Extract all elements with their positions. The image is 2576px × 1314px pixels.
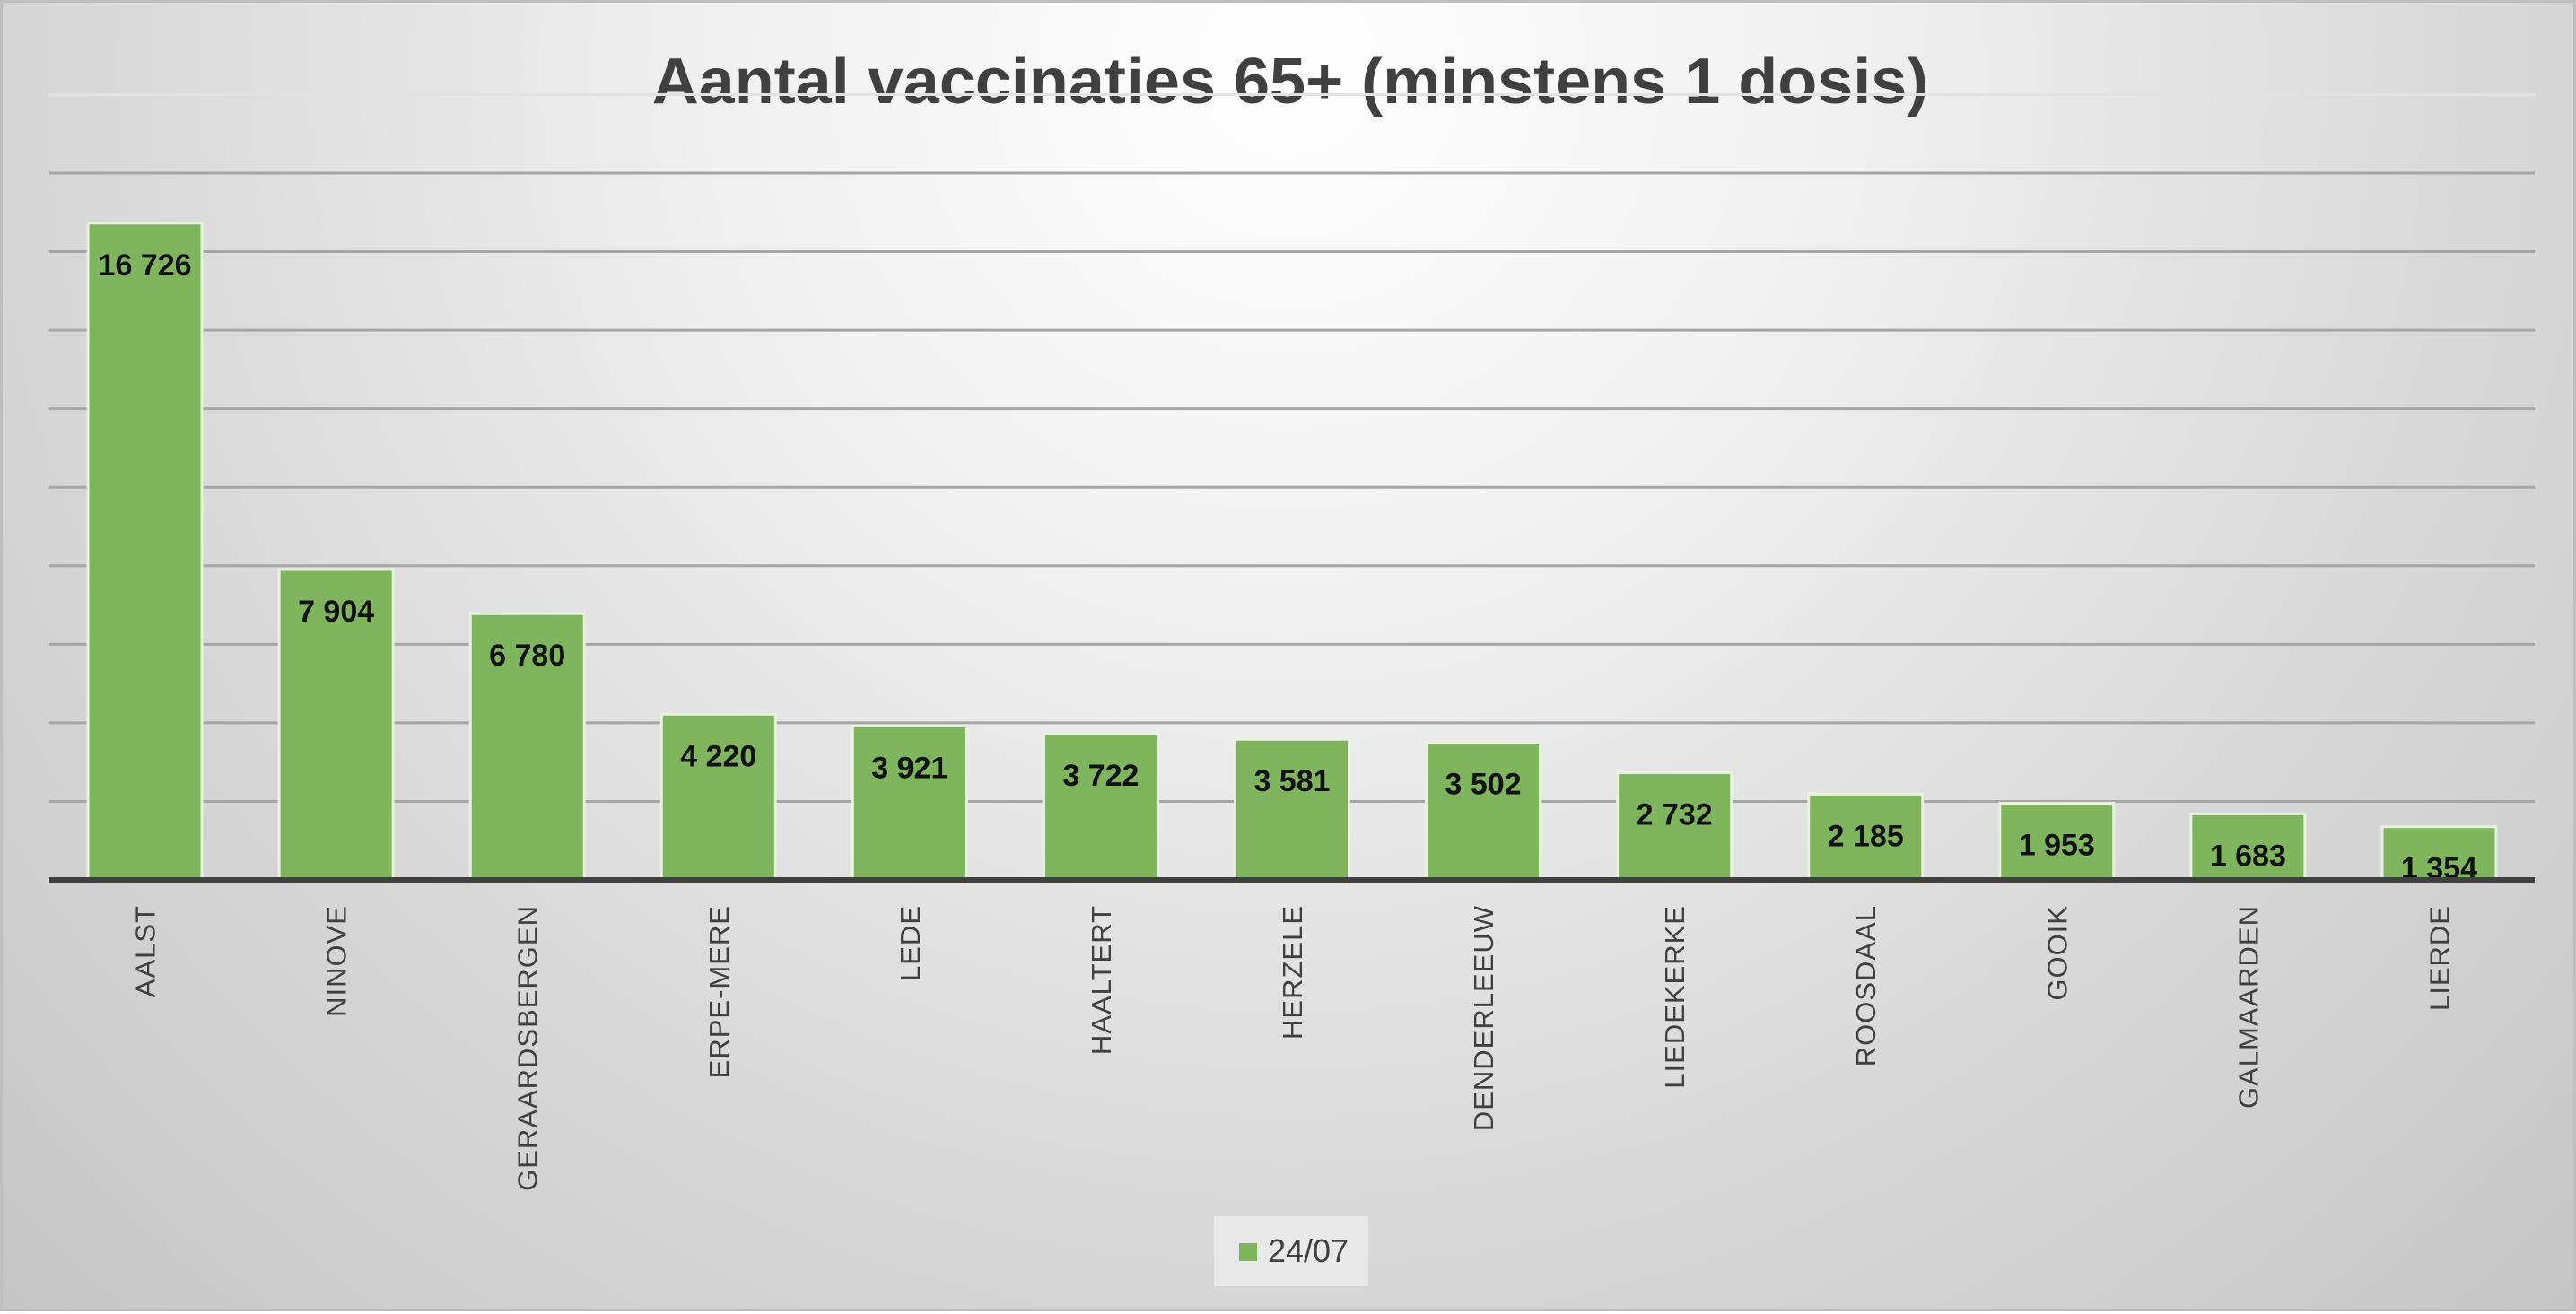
gridlines (49, 92, 2535, 803)
data-label: 3 722 (1062, 759, 1139, 793)
data-label: 3 581 (1253, 764, 1330, 798)
data-label: 3 921 (871, 751, 947, 785)
category-label: LEDE (895, 905, 926, 981)
category-label: DENDERLEEUW (1468, 905, 1499, 1131)
bar-haaltert (1042, 732, 1159, 882)
category-label: LIERDE (2423, 905, 2455, 1011)
data-label: 2 732 (1637, 797, 1713, 831)
category-labels: AALST NINOVE GERAARDSBERGEN ERPE-MERE LEDE HA… (130, 905, 2456, 1191)
data-label: 6 780 (489, 639, 565, 673)
bar-lede (851, 724, 968, 882)
bar-roosdaal (1807, 792, 1925, 882)
category-label: GALMAARDEN (2232, 905, 2264, 1109)
category-label: AALST (130, 905, 162, 997)
category-label: HAALTERT (1086, 905, 1117, 1055)
data-label: 7 904 (298, 595, 374, 629)
data-label: 2 185 (1828, 819, 1904, 853)
legend: 24/07 (1214, 1216, 1368, 1286)
category-label: GERAARDSBERGEN (512, 905, 544, 1191)
bar-herzele (1234, 737, 1350, 882)
bar-erpe-mere (659, 712, 777, 882)
data-label: 4 220 (680, 739, 756, 773)
legend-label: 24/07 (1268, 1232, 1349, 1269)
category-label: ROOSDAAL (1850, 905, 1882, 1066)
data-label: 1 953 (2019, 829, 2095, 863)
chart-title: Aantal vaccinaties 65+ (minstens 1 dosis… (652, 46, 1929, 117)
bar-ninove (277, 568, 395, 882)
data-label: 1 683 (2210, 839, 2286, 873)
bar-aalst (86, 222, 204, 882)
bar-denderleeuw (1425, 741, 1542, 882)
category-label: HERZELE (1277, 905, 1308, 1040)
category-label: ERPE-MERE (703, 905, 735, 1078)
bar-chart: Aantal vaccinaties 65+ (minstens 1 dosis… (49, 46, 2535, 1286)
data-label: 16 726 (99, 248, 192, 283)
bar-galmaarden (2189, 812, 2307, 882)
category-label: GOOIK (2041, 905, 2073, 1001)
legend-swatch (1239, 1243, 1257, 1261)
bar-liedekerke (1616, 770, 1733, 882)
category-label: NINOVE (321, 905, 353, 1017)
bar-lierde (2380, 825, 2498, 882)
data-label: 3 502 (1445, 768, 1522, 802)
category-label: LIEDEKERKE (1659, 905, 1690, 1089)
